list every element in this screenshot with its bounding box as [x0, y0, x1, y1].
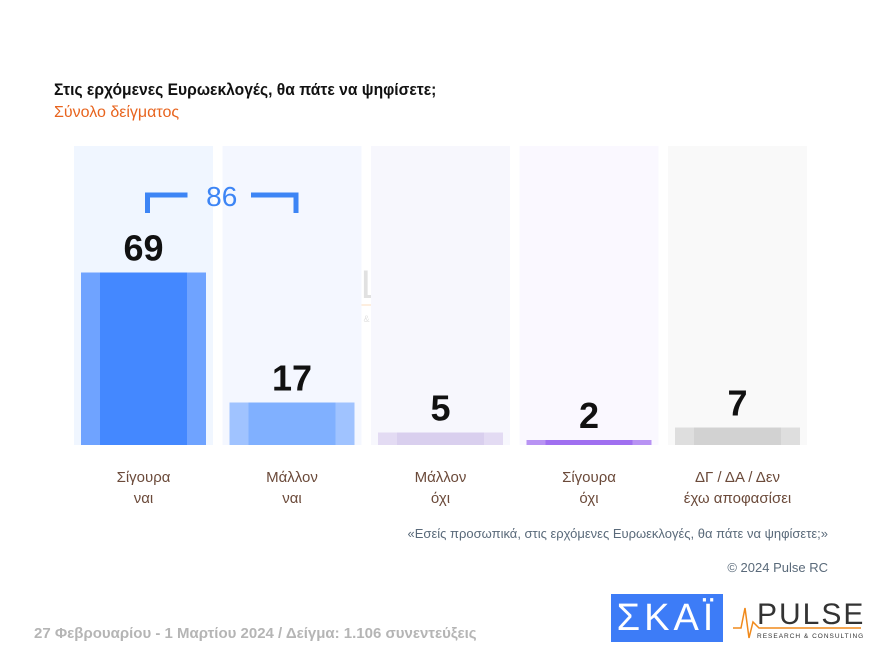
- chart-subtitle: Σύνολο δείγματος: [54, 104, 180, 121]
- data-label: 5: [430, 388, 450, 429]
- svg-text:PULSE: PULSE: [757, 598, 863, 631]
- svg-text:RESEARCH & CONSULTING: RESEARCH & CONSULTING: [757, 633, 863, 640]
- category-label: ναι: [134, 490, 154, 507]
- bar: [100, 272, 187, 445]
- pulse-logo: PULSE RESEARCH & CONSULTING: [733, 598, 863, 640]
- category-label: Σίγουρα: [117, 469, 171, 486]
- bar: [397, 432, 484, 445]
- chart-title: Στις ερχόμενες Ευρωεκλογές, θα πάτε να ψ…: [54, 80, 437, 99]
- bar: [694, 427, 781, 445]
- category-label: Μάλλον: [415, 469, 467, 486]
- column-background: [519, 146, 659, 445]
- copyright: © 2024 Pulse RC: [727, 560, 828, 575]
- bar-chart: 69 Σίγουρα ναι 17 Μάλλον ναι 5 Μάλλον όχι 2 Σίγουρ…: [74, 146, 807, 507]
- category-label: Σίγουρα: [562, 469, 616, 486]
- category-label: όχι: [579, 490, 598, 507]
- category-label: ΔΓ / ΔΑ / Δεν: [695, 469, 780, 486]
- data-label: 17: [272, 358, 312, 399]
- question-quote: «Εσείς προσωπικά, στις ερχόμενες Ευρωεκλ…: [407, 526, 828, 541]
- bracket-total-label: 86: [206, 181, 237, 212]
- category-label: ναι: [282, 490, 302, 507]
- data-label: 7: [727, 383, 747, 424]
- category-label: όχι: [431, 490, 450, 507]
- column-background: [222, 146, 362, 445]
- data-label: 69: [123, 228, 163, 269]
- bar: [545, 440, 633, 445]
- category-label: έχω αποφασίσει: [684, 490, 791, 507]
- footer-info: 27 Φεβρουαρίου - 1 Μαρτίου 2024 / Δείγμα…: [34, 625, 477, 642]
- bracket-left: [145, 192, 188, 213]
- bar: [248, 402, 336, 445]
- column-background: [668, 146, 807, 445]
- column-background: [371, 146, 510, 445]
- bracket-right: [251, 192, 299, 213]
- skai-logo: ΣΚΑΪ: [611, 594, 723, 642]
- data-label: 2: [579, 395, 599, 436]
- category-label: Μάλλον: [266, 469, 318, 486]
